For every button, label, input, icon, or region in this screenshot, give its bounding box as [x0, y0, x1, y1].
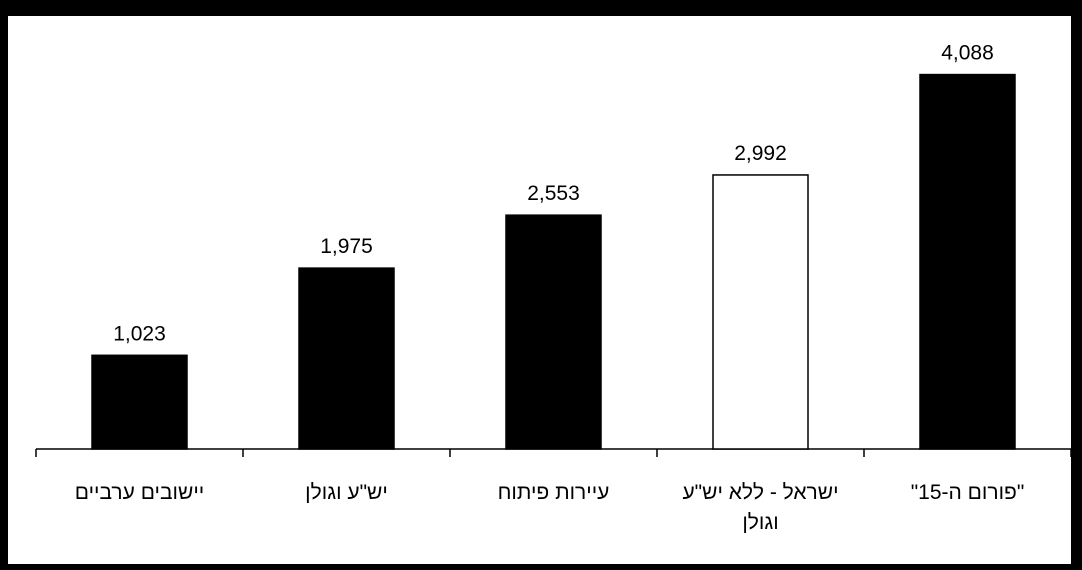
- data-label: 2,992: [734, 142, 787, 165]
- x-tick-label: יישובים ערביים: [75, 481, 204, 504]
- bar-chart: 1,023 יישובים ערביים 1,975 יש"ע וגולן 2,553 ע…: [35, 42, 1071, 534]
- x-tick-label: עיירות פיתוח: [498, 481, 610, 504]
- chart-frame: 1,023 יישובים ערביים 1,975 יש"ע וגולן 2,553 ע…: [8, 16, 1071, 564]
- data-label: 1,023: [113, 322, 166, 345]
- bar: [919, 73, 1016, 450]
- x-tick-label: "פורום ה-15": [911, 481, 1025, 504]
- bar: [505, 214, 602, 450]
- x-tick-label: וגולן: [742, 511, 778, 534]
- bar: [712, 174, 809, 450]
- data-label: 1,975: [320, 235, 373, 258]
- data-label: 4,088: [941, 42, 994, 65]
- bar: [298, 267, 395, 450]
- x-tick-label: יש"ע וגולן: [305, 481, 388, 504]
- x-tick-label: ישראל - ללא יש"ע: [682, 481, 838, 504]
- bar: [91, 354, 188, 450]
- data-label: 2,553: [527, 182, 580, 205]
